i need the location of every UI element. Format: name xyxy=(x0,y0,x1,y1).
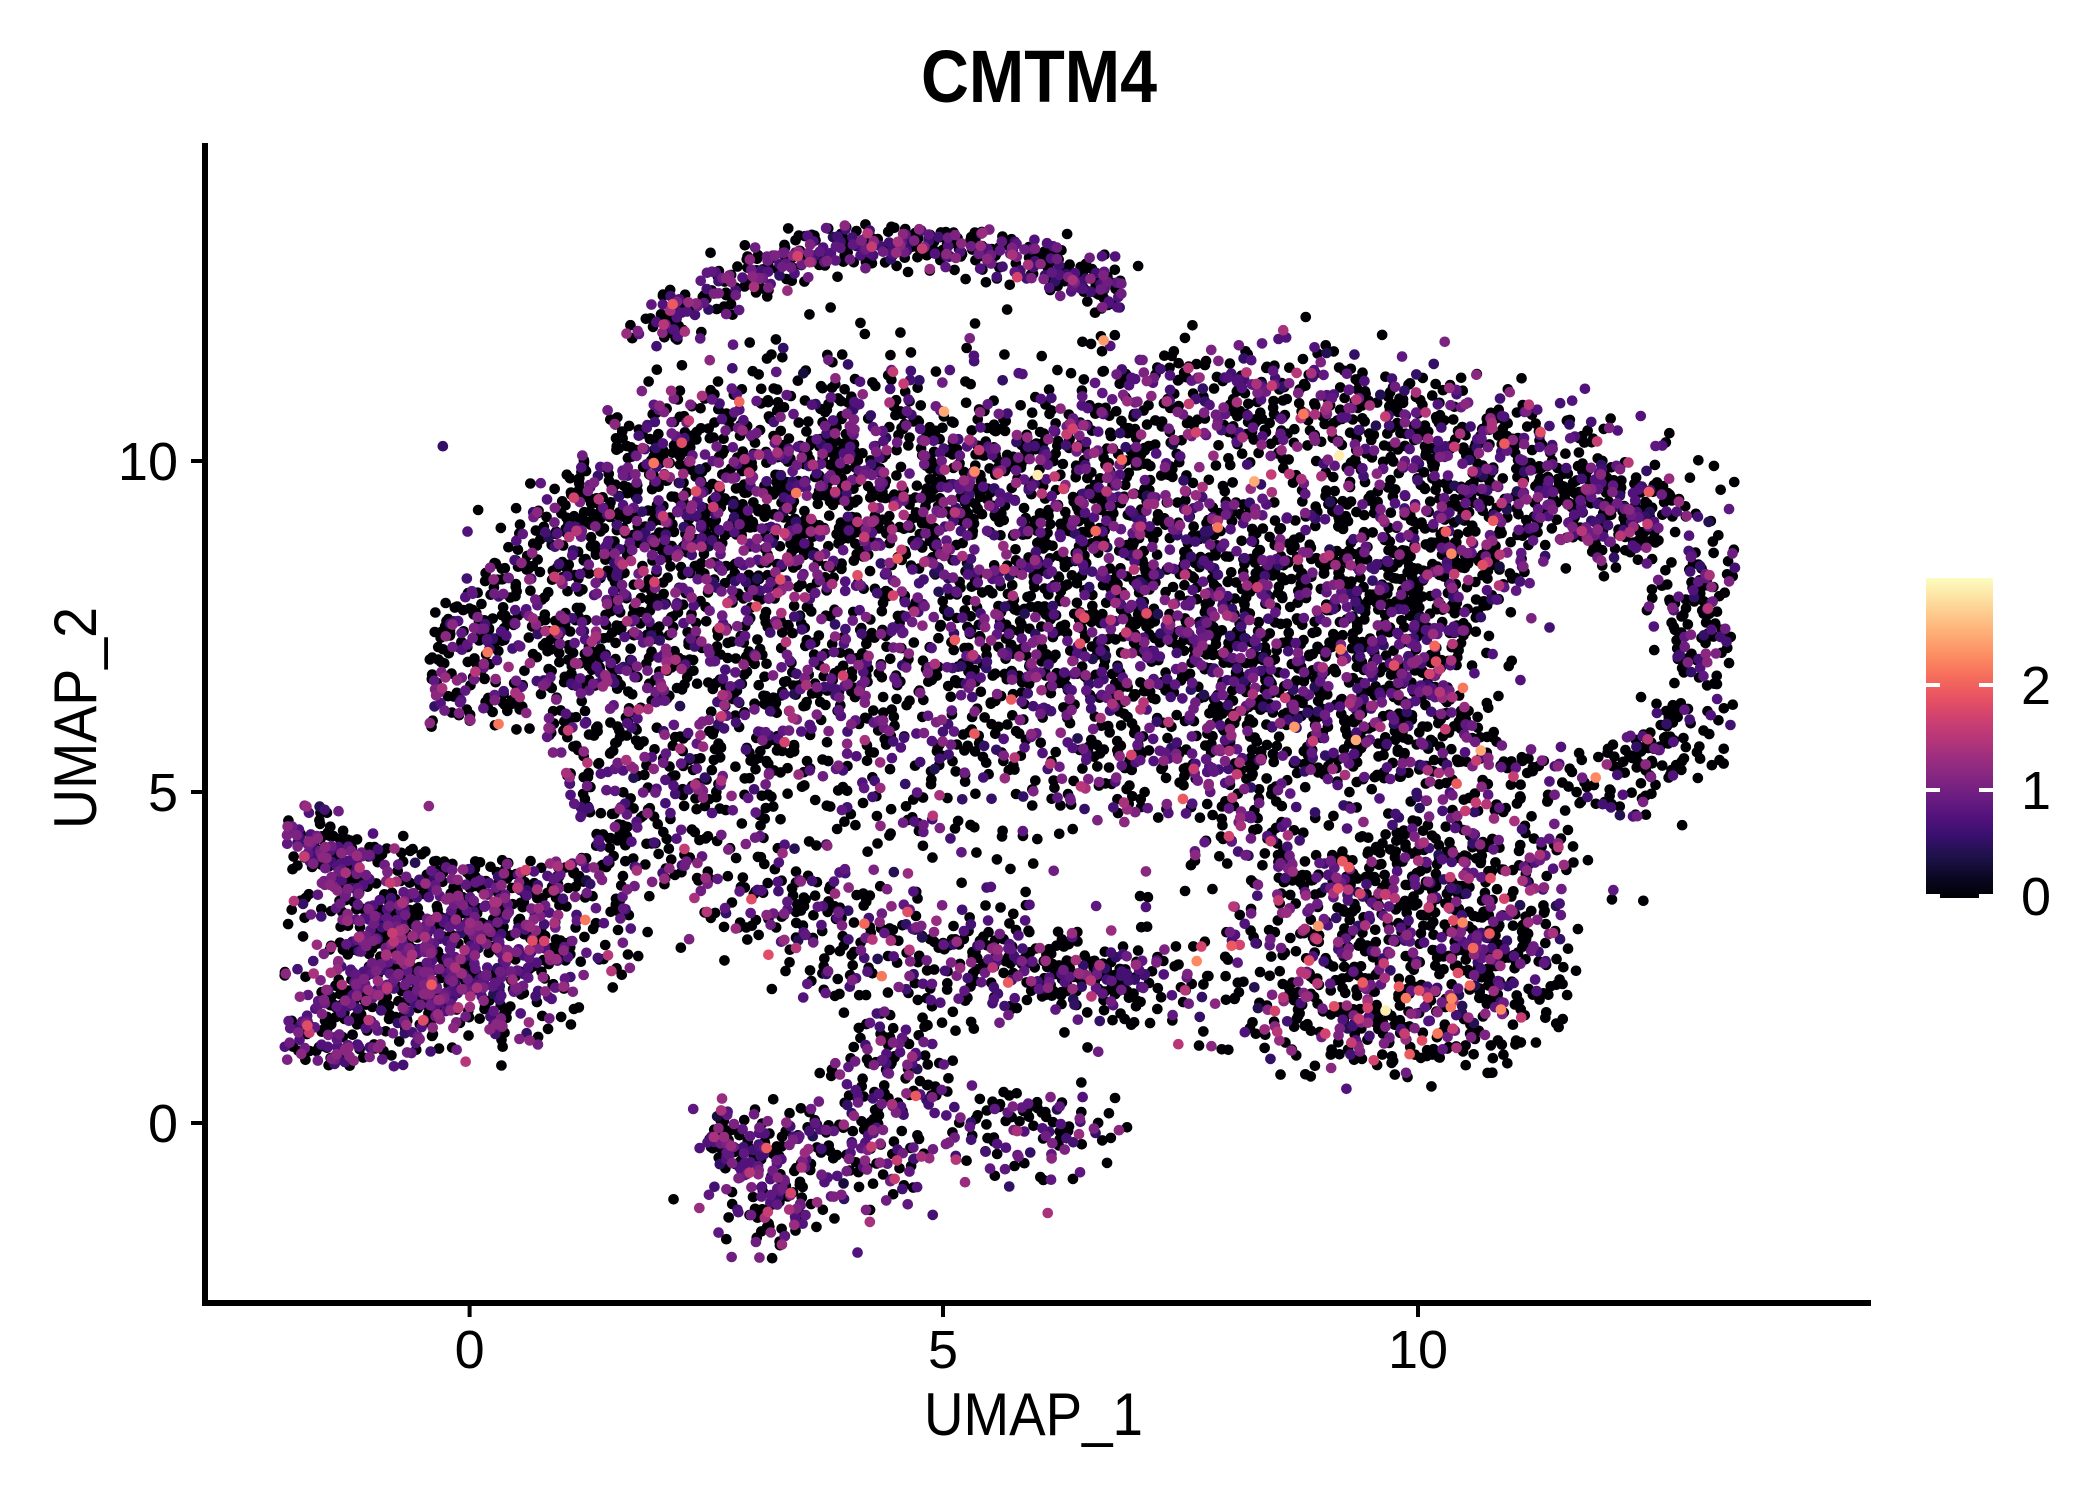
svg-text:10: 10 xyxy=(1388,1320,1448,1380)
svg-text:CMTM4: CMTM4 xyxy=(921,35,1157,118)
svg-text:5: 5 xyxy=(148,763,178,823)
svg-text:0: 0 xyxy=(148,1094,178,1154)
svg-text:0: 0 xyxy=(2021,867,2051,927)
svg-text:UMAP_2: UMAP_2 xyxy=(42,607,109,829)
svg-text:5: 5 xyxy=(928,1320,958,1380)
svg-text:10: 10 xyxy=(118,432,178,492)
svg-text:UMAP_1: UMAP_1 xyxy=(924,1381,1143,1448)
svg-text:0: 0 xyxy=(455,1320,485,1380)
svg-text:2: 2 xyxy=(2021,656,2051,716)
svg-text:1: 1 xyxy=(2021,761,2051,821)
